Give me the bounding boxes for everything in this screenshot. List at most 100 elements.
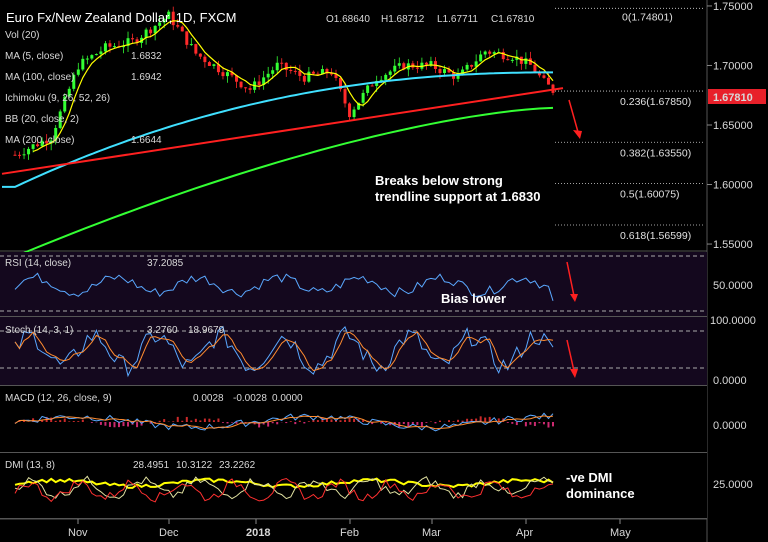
candle-body (438, 69, 442, 74)
candle-body (397, 63, 401, 66)
candle-body (45, 140, 49, 144)
stoch-d-line (14, 331, 554, 372)
indicator-legend: Vol (20) MA (5, close) 1.6832 MA (100, clos… (5, 30, 162, 146)
candle-body (339, 77, 343, 90)
indicator-label: Vol (20) (5, 30, 39, 41)
macd-value-2: -0.0028 (233, 393, 267, 404)
candle-body (162, 19, 166, 23)
candle-body (235, 75, 239, 82)
candle-body (366, 85, 370, 93)
candle-body (67, 88, 71, 97)
candle-body (456, 74, 460, 79)
indicator-label: BB (20, close, 2) (5, 114, 79, 125)
candle-body (442, 69, 446, 74)
macd-tick: 0.0000 (713, 420, 747, 432)
candle-body (388, 71, 392, 75)
candle-body (31, 144, 35, 149)
candle-body (63, 96, 67, 112)
candle-body (212, 64, 216, 66)
x-tick-label: Dec (159, 527, 179, 539)
dmi-value-1: 28.4951 (133, 460, 170, 471)
ohlc-high: H1.68712 (381, 14, 425, 25)
candle-body (357, 102, 361, 110)
stoch-k-value: 3.2760 (147, 325, 178, 336)
candle-body (189, 44, 193, 46)
rsi-label: RSI (14, close) (5, 258, 71, 269)
y-tick-label: 1.55000 (713, 239, 753, 251)
candle-body (307, 71, 311, 82)
stoch-tick-bottom: 0.0000 (713, 375, 747, 387)
rsi-pane (0, 252, 707, 316)
candle-body (316, 73, 320, 75)
trendline (1, 87, 564, 175)
candle-body (185, 31, 189, 45)
y-tick-label: 1.65000 (713, 120, 753, 132)
candle-body (90, 55, 94, 59)
price-axis: 1.75000 1.70000 1.65000 1.60000 1.55000 (707, 1, 753, 251)
candle-body (167, 11, 171, 20)
macd-signal-line (14, 415, 554, 430)
candle-body (537, 72, 541, 76)
ohlc-close: C1.67810 (491, 14, 535, 25)
candle-body (515, 56, 519, 60)
x-tick-label: May (610, 527, 631, 539)
annotation-line-2: trendline support at 1.6830 (375, 189, 540, 204)
indicator-label: MA (5, close) (5, 51, 63, 62)
dmi-label: DMI (13, 8) (5, 460, 55, 471)
candle-body (370, 85, 374, 87)
candle-body (488, 51, 492, 54)
y-tick-label: 1.60000 (713, 180, 753, 192)
candle-body (248, 88, 252, 90)
chart-title: Euro Fx/New Zealand Dollar, 1D, FXCM (6, 10, 236, 25)
candle-body (384, 74, 388, 80)
ohlc-low: L1.67711 (437, 14, 478, 25)
ma100-line (2, 71, 553, 188)
candle-body (266, 73, 270, 78)
candle-body (275, 62, 279, 71)
candle-body (216, 64, 220, 73)
candle-body (40, 140, 44, 147)
candle-body (149, 29, 153, 34)
stoch-pane (0, 317, 707, 385)
candle-body (72, 74, 76, 89)
candle-body (153, 25, 157, 34)
candle-body (239, 81, 243, 88)
candle-body (58, 111, 62, 128)
candle-body (49, 140, 53, 144)
candle-body (415, 67, 419, 69)
candle-body (85, 58, 89, 60)
candle-body (99, 51, 103, 55)
indicator-panes (0, 252, 707, 519)
candle-body (271, 70, 275, 74)
candle-body (379, 79, 383, 81)
dmi-value-3: 23.2262 (219, 460, 256, 471)
candle-body (506, 59, 510, 61)
macd-value-1: 0.0028 (193, 393, 224, 404)
candle-body (298, 71, 302, 76)
candle-body (474, 61, 478, 67)
candle-body (225, 72, 229, 77)
candle-body (546, 77, 550, 85)
candle-body (343, 89, 347, 104)
y-tick-label: 1.70000 (713, 60, 753, 72)
macd-value-3: 0.0000 (272, 393, 303, 404)
candle-body (524, 58, 528, 64)
arrow-rsi (566, 261, 578, 302)
candle-body (144, 29, 148, 38)
candle-body (126, 38, 130, 46)
dmi-note-line-1: -ve DMI (566, 470, 612, 485)
fib-label: 0.236(1.67850) (620, 96, 691, 108)
candle-body (257, 81, 261, 85)
candle-body (94, 54, 98, 56)
candle-body (334, 73, 338, 78)
ohlc-readout: O1.68640 H1.68712 L1.67711 C1.67810 (326, 14, 535, 25)
candle-body (510, 59, 514, 61)
time-axis: Nov Dec 2018 Feb Mar Apr May (68, 519, 631, 539)
x-tick-label: Nov (68, 527, 88, 539)
stoch-k-line (14, 325, 554, 378)
candle-body (176, 25, 180, 27)
candle-body (429, 61, 433, 65)
rsi-tick: 50.0000 (713, 280, 753, 292)
candle-body (329, 73, 333, 75)
